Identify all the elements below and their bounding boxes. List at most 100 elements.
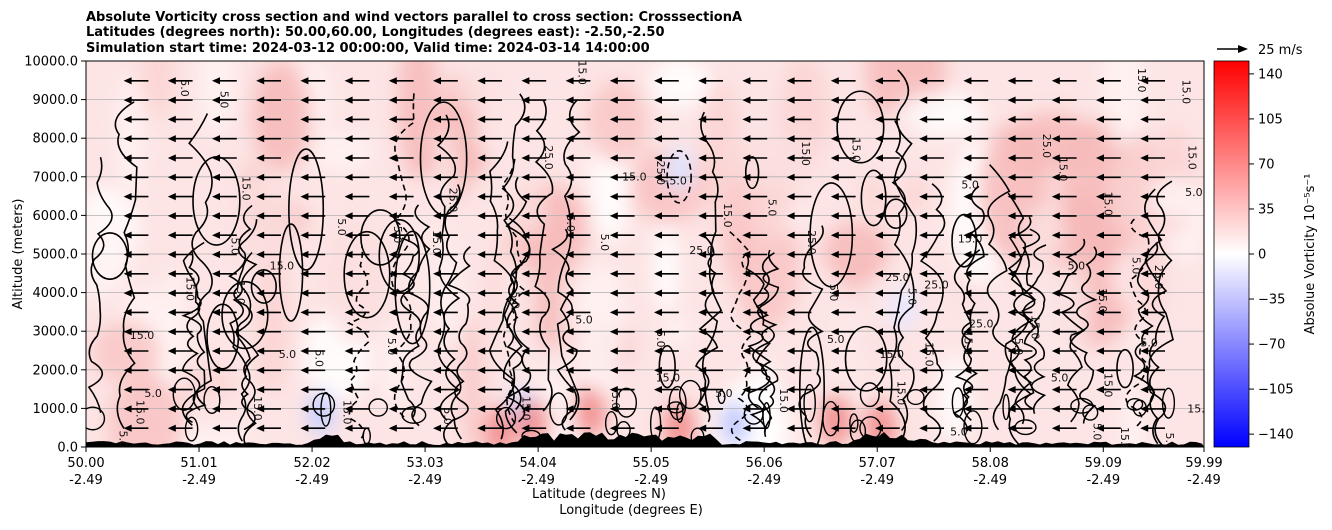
y-tick-label: 6000.0: [33, 209, 79, 224]
contour-label-text: 15.0: [240, 176, 253, 201]
wind-vector: [963, 308, 989, 316]
wind-vector: [300, 77, 326, 85]
wind-vector: [1051, 366, 1077, 374]
vorticity-shade-positive: [573, 386, 606, 439]
wind-vector: [963, 96, 989, 104]
wind-vector: [609, 96, 635, 104]
wind-vector: [963, 328, 989, 336]
wind-vector: [388, 154, 414, 162]
wind-vector: [1140, 231, 1165, 239]
x-tick-label-longitude: -2.49: [1187, 473, 1221, 488]
wind-vector: [123, 328, 149, 336]
contour-label: 5.0: [598, 234, 611, 252]
contour-label-text: 25.0: [654, 161, 667, 186]
wind-vector: [654, 308, 679, 316]
wind-vector: [212, 193, 237, 201]
contour-loop-surface: [495, 406, 517, 430]
wind-vector: [654, 135, 679, 143]
wind-vector: [698, 308, 723, 316]
contour-loop-surface: [668, 385, 687, 421]
wind-vector: [433, 115, 458, 123]
contour-loop: [1116, 348, 1134, 389]
wind-vector: [256, 173, 281, 181]
y-tick-label: 4000.0: [33, 286, 79, 301]
contour-line: [1069, 246, 1098, 424]
contour-line: [1022, 228, 1047, 415]
wind-vector: [963, 212, 989, 220]
wind-vector: [167, 424, 193, 432]
contour-label-text: 15.0: [340, 400, 353, 425]
contour-label: 5.0: [1090, 423, 1103, 441]
wind-vector: [123, 386, 149, 394]
contour-label: 5.0: [508, 292, 521, 310]
wind-vector: [1007, 135, 1033, 143]
wind-vector: [1096, 193, 1121, 201]
colorbar-tick-label: 35: [1258, 202, 1275, 217]
wind-vector: [167, 308, 193, 316]
wind-vector: [521, 77, 547, 85]
wind-vector: [786, 424, 812, 432]
vorticity-shade-blob: [397, 61, 439, 180]
vorticity-shade-blob: [700, 80, 740, 199]
contour-line: [447, 246, 471, 440]
contour-label-text: 5.0: [564, 214, 577, 232]
wind-vector: [167, 366, 193, 374]
colorbar-label: Absolue Vorticity 10⁻⁵s⁻¹: [1303, 174, 1318, 335]
contour-line: [556, 99, 581, 421]
y-tick-label: 5000.0: [33, 248, 79, 263]
wind-vector: [963, 115, 989, 123]
wind-vector: [609, 424, 635, 432]
wind-vector: [256, 135, 281, 143]
wind-vector: [256, 308, 281, 316]
contour-line: [755, 249, 780, 438]
wind-key-arrow-head: [1238, 45, 1248, 53]
wind-vector: [1051, 347, 1077, 355]
wind-vector: [786, 154, 812, 162]
wind-vector: [433, 173, 458, 181]
wind-vector: [698, 115, 723, 123]
wind-vector: [565, 135, 591, 143]
wind-vector: [963, 173, 989, 181]
contour-label-text: 5.0: [609, 392, 622, 410]
contour-label: 15.0: [894, 381, 907, 406]
wind-vector: [167, 231, 193, 239]
wind-vector: [830, 212, 856, 220]
contour-line: [346, 246, 370, 439]
x-axis-label-longitude: Longitude (degrees E): [559, 503, 703, 518]
wind-vector: [786, 115, 812, 123]
wind-vector: [300, 424, 326, 432]
contour-label: 15.0: [340, 400, 353, 425]
wind-vector: [212, 347, 237, 355]
wind-vector: [698, 96, 723, 104]
wind-vector: [477, 96, 502, 104]
contour-label: 25.0: [924, 279, 949, 292]
vorticity-shade-positive: [484, 405, 517, 447]
wind-vector: [565, 193, 591, 201]
wind-vector: [654, 270, 679, 278]
wind-vector: [742, 424, 768, 432]
wind-vector: [786, 347, 812, 355]
contour-label-text: 5.0: [229, 238, 242, 256]
contour-label: 5.0: [229, 238, 242, 256]
contour-loop-surface: [743, 403, 764, 425]
wind-vector: [123, 212, 149, 220]
colorbar-ticks: 140 105 70 35 0 −35 −70 −105 −140: [1249, 67, 1294, 443]
contour-label-text: 25.0: [969, 317, 994, 330]
vorticity-shade-blob: [116, 75, 143, 195]
wind-vector: [433, 347, 458, 355]
x-tick-label-longitude: -2.49: [747, 473, 781, 488]
wind-vector: [1007, 250, 1033, 259]
wind-vector: [698, 289, 723, 297]
wind-vector: [742, 173, 768, 181]
contour-label: 15.0: [721, 203, 734, 228]
contour-line: [986, 164, 1013, 431]
wind-vector: [786, 96, 812, 104]
contour-loop-surface: [1161, 387, 1176, 419]
contour-label: 5.0: [715, 387, 733, 400]
wind-key-label: 25 m/s: [1258, 43, 1303, 58]
contour-label: 25.0: [542, 145, 555, 170]
wind-vector: [742, 386, 768, 394]
wind-vector: [123, 250, 149, 259]
contour-loop: [844, 325, 888, 392]
wind-vector: [1007, 347, 1033, 355]
